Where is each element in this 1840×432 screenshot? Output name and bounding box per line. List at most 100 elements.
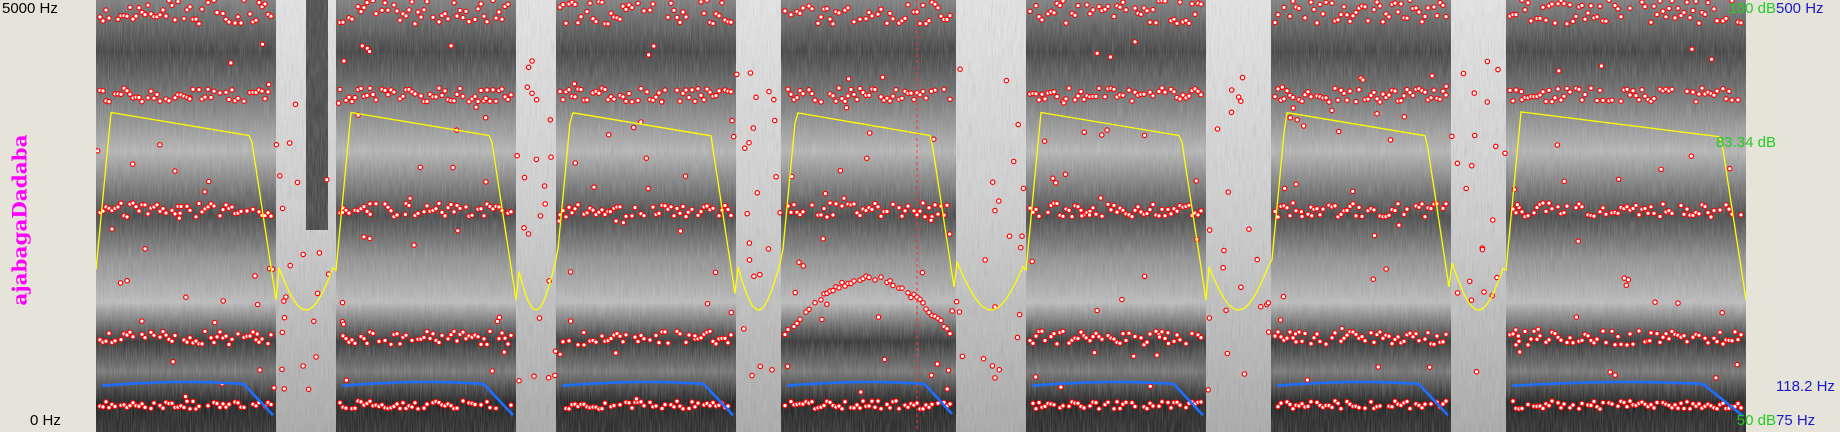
formant-dot xyxy=(1335,400,1341,407)
formant-dot xyxy=(106,98,112,105)
formant-dot xyxy=(1195,212,1201,218)
formant-dot xyxy=(934,361,941,367)
formant-dot xyxy=(923,306,929,312)
formant-dot xyxy=(1054,93,1060,100)
formant-dot xyxy=(857,212,863,219)
formant-dot xyxy=(887,405,893,411)
formant-dot xyxy=(747,70,754,76)
formant-dot xyxy=(947,12,953,19)
formant-dot xyxy=(750,125,757,131)
formant-dot xyxy=(620,219,627,226)
formant-dot xyxy=(1419,18,1425,25)
formant-dot xyxy=(920,88,926,95)
formant-dot xyxy=(1556,68,1562,74)
formant-dot xyxy=(1630,341,1636,348)
formant-dot xyxy=(118,336,124,343)
formant-dot xyxy=(932,202,938,208)
formant-dot xyxy=(489,368,496,374)
formant-dot xyxy=(1591,339,1597,346)
formant-dot xyxy=(1371,207,1377,213)
formant-dot xyxy=(1689,46,1695,53)
formant-dot xyxy=(1114,209,1120,215)
formant-dot xyxy=(1206,315,1213,321)
formant-dot xyxy=(1443,398,1449,404)
formant-dot xyxy=(439,209,445,216)
formant-dot xyxy=(502,335,508,342)
formant-dot xyxy=(256,209,262,215)
formant-dot xyxy=(1660,8,1666,15)
formant-dot xyxy=(1293,181,1299,188)
formant-dot xyxy=(1588,85,1594,91)
formant-dot xyxy=(1515,333,1522,339)
formant-dot xyxy=(1374,0,1380,5)
formant-dot xyxy=(890,282,896,289)
formant-dot xyxy=(866,92,872,99)
formant-dot xyxy=(205,0,211,6)
formant-dot xyxy=(1368,399,1374,405)
formant-dot xyxy=(451,209,457,215)
formant-dot xyxy=(475,333,481,340)
spectrogram-panel[interactable] xyxy=(96,0,1746,432)
formant-dot xyxy=(1093,330,1099,337)
formant-dot xyxy=(552,372,558,379)
formant-dot xyxy=(1144,7,1150,14)
formant-dot xyxy=(1540,4,1546,11)
formant-dot xyxy=(411,242,417,248)
formant-dot xyxy=(1495,66,1501,73)
formant-dot xyxy=(626,90,632,97)
formant-dot xyxy=(701,97,707,103)
pitch-min-label: 75 Hz xyxy=(1776,412,1816,429)
formant-dot xyxy=(1440,205,1446,212)
formant-dot xyxy=(773,174,779,180)
formant-dot xyxy=(1555,86,1561,92)
formant-dot xyxy=(142,404,148,411)
formant-dot xyxy=(602,400,608,406)
formant-dot xyxy=(1156,213,1162,219)
formant-dot xyxy=(1036,399,1042,406)
formant-dot xyxy=(920,300,926,306)
formant-dot xyxy=(1609,328,1615,335)
spectrogram-svg[interactable] xyxy=(96,0,1746,432)
formant-dot xyxy=(917,208,923,215)
formant-dot xyxy=(794,94,800,101)
formant-dot xyxy=(728,19,734,26)
formant-dot xyxy=(929,401,935,408)
formant-dot xyxy=(211,203,217,209)
formant-dot xyxy=(1546,402,1552,409)
formant-dot xyxy=(223,89,229,96)
formant-dot xyxy=(1120,330,1126,337)
formant-dot xyxy=(1063,96,1069,102)
intensity-min-label: 50 dB xyxy=(1736,412,1776,429)
formant-dot xyxy=(281,314,288,321)
formant-dot xyxy=(1075,93,1081,99)
formant-dot xyxy=(1522,7,1528,13)
formant-dot xyxy=(1198,399,1204,405)
formant-dot xyxy=(733,71,740,78)
formant-dot xyxy=(1413,330,1419,337)
formant-dot xyxy=(257,367,263,373)
formant-dot xyxy=(1621,399,1627,406)
formant-dot xyxy=(656,339,662,346)
formant-dot xyxy=(241,404,247,411)
formant-dot xyxy=(391,89,397,95)
formant-dot xyxy=(421,405,427,411)
formant-dot xyxy=(100,88,106,94)
formant-dot xyxy=(866,403,872,409)
formant-dot xyxy=(1651,95,1657,102)
formant-dot xyxy=(1126,87,1132,94)
formant-dot xyxy=(1395,334,1401,340)
formant-dot xyxy=(1510,331,1516,337)
formant-dot xyxy=(1042,96,1048,102)
formant-dot xyxy=(872,404,878,411)
formant-dot xyxy=(1540,200,1546,206)
formant-dot xyxy=(1275,329,1281,335)
formant-dot xyxy=(1525,0,1531,6)
formant-dot xyxy=(1675,5,1681,12)
formant-dot xyxy=(1344,332,1350,338)
formant-dot xyxy=(1349,188,1356,195)
formant-dot xyxy=(605,21,611,27)
formant-dot xyxy=(514,152,521,159)
formant-dot xyxy=(879,74,886,81)
formant-dot xyxy=(1305,403,1311,410)
formant-dot xyxy=(463,8,469,15)
